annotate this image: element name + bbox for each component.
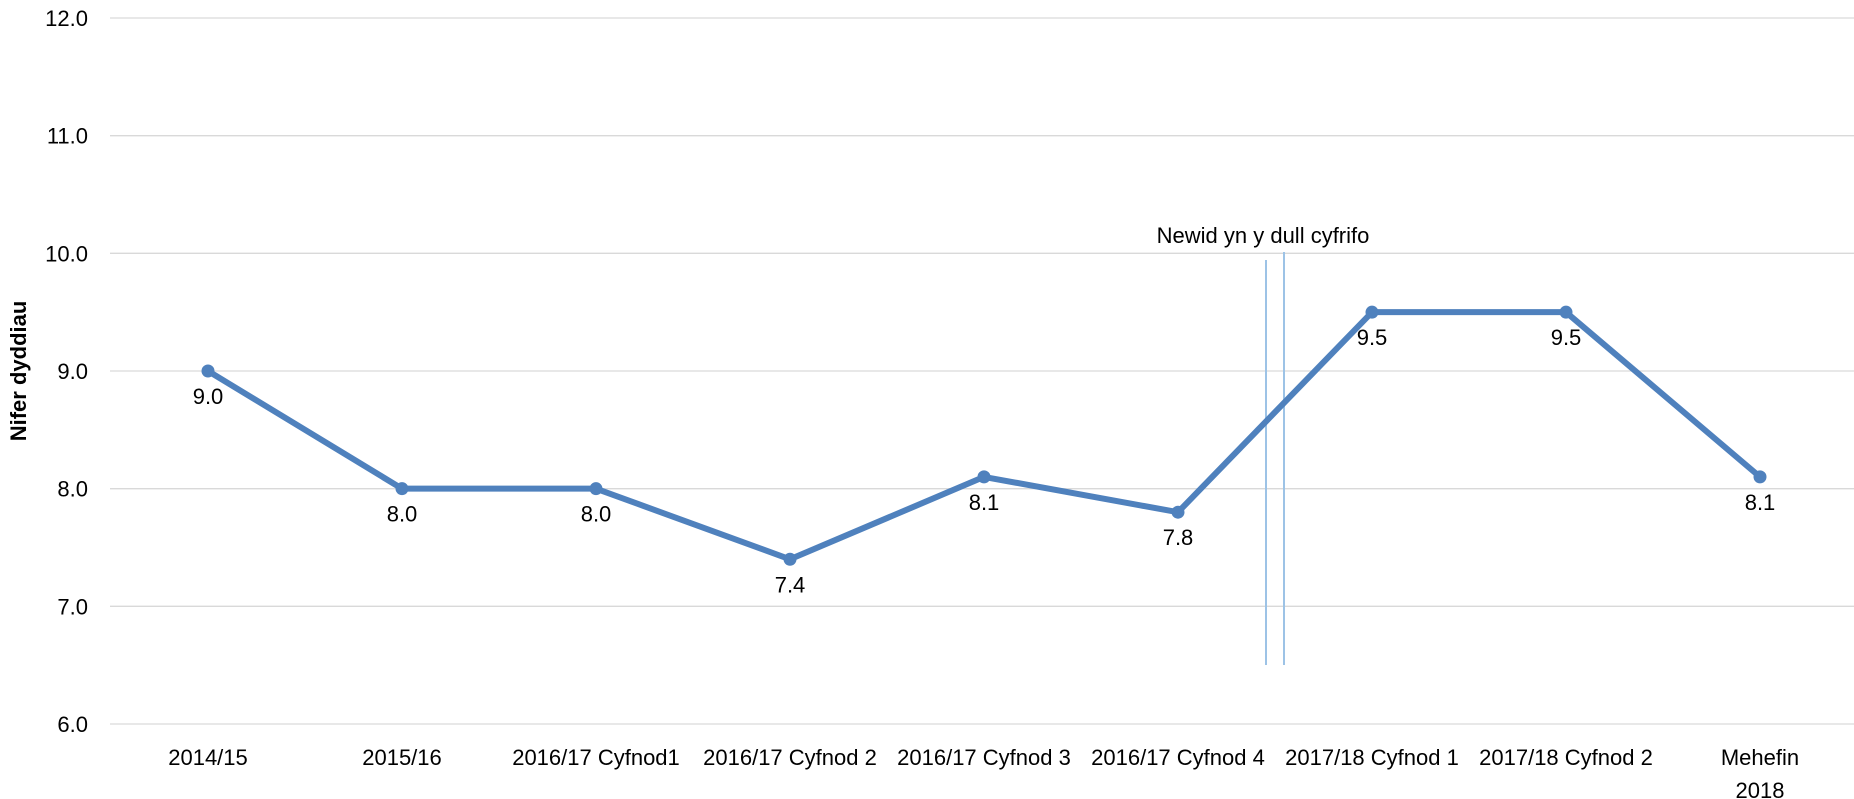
y-axis-title: Nifer dyddiau [6,301,31,442]
y-tick-label: 12.0 [45,6,88,31]
data-label: 7.8 [1163,525,1194,550]
x-tick-label: 2016/17 Cyfnod1 [512,745,680,770]
data-label: 9.0 [193,384,224,409]
data-point [201,364,215,378]
data-label: 8.0 [387,502,418,527]
x-tick-label: 2016/17 Cyfnod 2 [703,745,877,770]
y-tick-label: 7.0 [57,594,88,619]
data-point [977,470,991,484]
data-point [589,482,603,496]
x-tick-label: 2016/17 Cyfnod 3 [897,745,1071,770]
y-tick-label: 9.0 [57,359,88,384]
data-point [1365,305,1379,319]
series-line [205,309,1763,563]
y-axis-ticks: 6.0 7.0 8.0 9.0 10.0 11.0 12.0 [45,6,88,737]
x-tick-label: 2014/15 [168,745,248,770]
data-label: 9.5 [1357,325,1388,350]
data-point [395,482,409,496]
x-tick-label: 2017/18 Cyfnod 1 [1285,745,1459,770]
gridlines [110,17,1854,725]
data-point [1753,470,1767,484]
y-tick-label: 10.0 [45,241,88,266]
x-axis-ticks: 2014/15 2015/16 2016/17 Cyfnod1 2016/17 Cyf… [168,745,1799,799]
data-label: 9.5 [1551,325,1582,350]
y-tick-label: 6.0 [57,712,88,737]
x-tick-label: Mehefin 2018 [1721,745,1799,799]
data-point [1171,505,1185,519]
data-point [783,552,797,566]
method-change-label: Newid yn y dull cyfrifo [1157,223,1370,248]
data-labels: 9.0 8.0 8.0 7.4 8.1 7.8 9.5 9.5 8.1 [193,325,1776,597]
data-label: 8.0 [581,502,612,527]
x-tick-label: 2017/18 Cyfnod 2 [1479,745,1653,770]
method-change-annotation: Newid yn y dull cyfrifo [1157,223,1370,665]
x-tick-label: 2016/17 Cyfnod 4 [1091,745,1265,770]
data-label: 7.4 [775,572,806,597]
y-tick-label: 11.0 [47,124,88,149]
data-label: 8.1 [1745,490,1776,515]
x-tick-label: 2015/16 [362,745,442,770]
y-tick-label: 8.0 [57,477,88,502]
data-point [1559,305,1573,319]
data-label: 8.1 [969,490,1000,515]
series [201,305,1767,566]
